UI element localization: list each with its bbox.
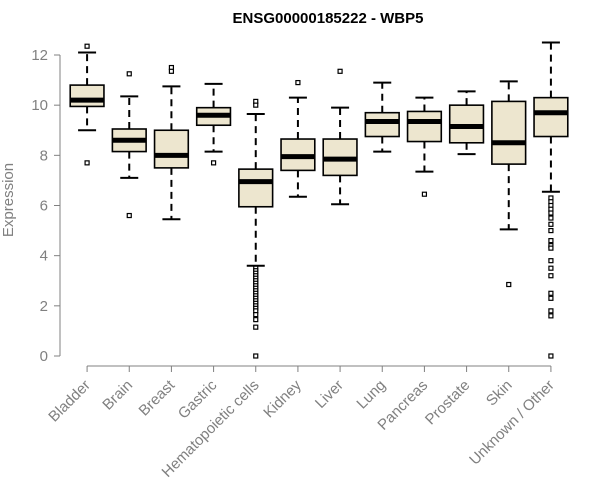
outlier-point	[548, 308, 554, 314]
box-group	[406, 96, 443, 197]
outlier-point	[253, 312, 259, 318]
box-group	[111, 71, 147, 219]
y-tick-label: 2	[40, 298, 48, 315]
outlier-point	[548, 258, 554, 264]
y-axis-title: Expression	[0, 163, 17, 237]
box-iqr	[153, 129, 190, 169]
outlier-point	[548, 265, 554, 271]
box-group	[238, 98, 274, 359]
x-tick-label: Kidney	[260, 376, 305, 421]
outlier-point	[168, 68, 175, 74]
outlier-point	[548, 227, 554, 234]
x-tick-label: Brain	[99, 377, 136, 414]
box-iqr	[364, 111, 400, 138]
outlier-point	[548, 245, 554, 251]
y-tick-label: 6	[40, 198, 48, 215]
x-tick-label: Breast	[136, 376, 179, 419]
x-tick-label: Skin	[483, 377, 516, 410]
outlier-point	[548, 215, 554, 221]
outlier-point	[548, 210, 554, 216]
outlier-point	[295, 79, 301, 86]
box-iqr	[533, 96, 569, 138]
outlier-point	[506, 281, 512, 288]
box-group	[69, 43, 105, 166]
outlier-point	[548, 221, 554, 227]
box-group	[322, 68, 358, 206]
chart-title: ENSG00000185222 - WBP5	[233, 10, 424, 27]
y-axis: 0 2 4 6 8 10 12	[31, 47, 61, 365]
outlier-point	[548, 353, 554, 359]
outlier-point	[253, 353, 259, 359]
boxes	[69, 41, 569, 359]
x-tick-label: Prostate	[422, 377, 474, 429]
box-group	[491, 80, 527, 288]
outlier-point	[210, 160, 217, 166]
outlier-point	[253, 324, 259, 330]
y-tick-label: 10	[31, 97, 48, 114]
y-tick-label: 0	[40, 348, 48, 365]
box-group	[280, 79, 316, 198]
outlier-point	[421, 191, 428, 197]
outlier-point	[84, 43, 90, 49]
outlier-point	[548, 273, 554, 279]
outlier-point	[84, 160, 90, 166]
box-iqr	[238, 168, 274, 208]
outlier-point	[548, 295, 554, 301]
outlier-point	[337, 68, 343, 74]
box-group	[195, 82, 232, 166]
y-tick-label: 4	[40, 248, 48, 265]
box-iqr	[448, 104, 485, 144]
x-tick-label: Bladder	[45, 377, 94, 426]
outlier-point	[126, 71, 132, 77]
outlier-point	[548, 238, 554, 244]
box-iqr	[406, 110, 443, 143]
box-iqr	[491, 100, 527, 165]
box-iqr	[69, 84, 105, 108]
box-group	[364, 81, 400, 153]
x-tick-label: Liver	[312, 377, 347, 412]
box-group	[533, 41, 569, 359]
outlier-point	[126, 212, 132, 219]
y-tick-label: 8	[40, 147, 48, 164]
outlier-point	[548, 290, 554, 296]
outlier-point	[253, 102, 259, 108]
box-group	[448, 90, 485, 156]
outlier-point	[548, 313, 554, 319]
outlier-point	[253, 317, 259, 323]
x-tick-label: Lung	[353, 377, 389, 413]
box-group	[153, 64, 190, 221]
y-tick-label: 12	[31, 47, 48, 64]
